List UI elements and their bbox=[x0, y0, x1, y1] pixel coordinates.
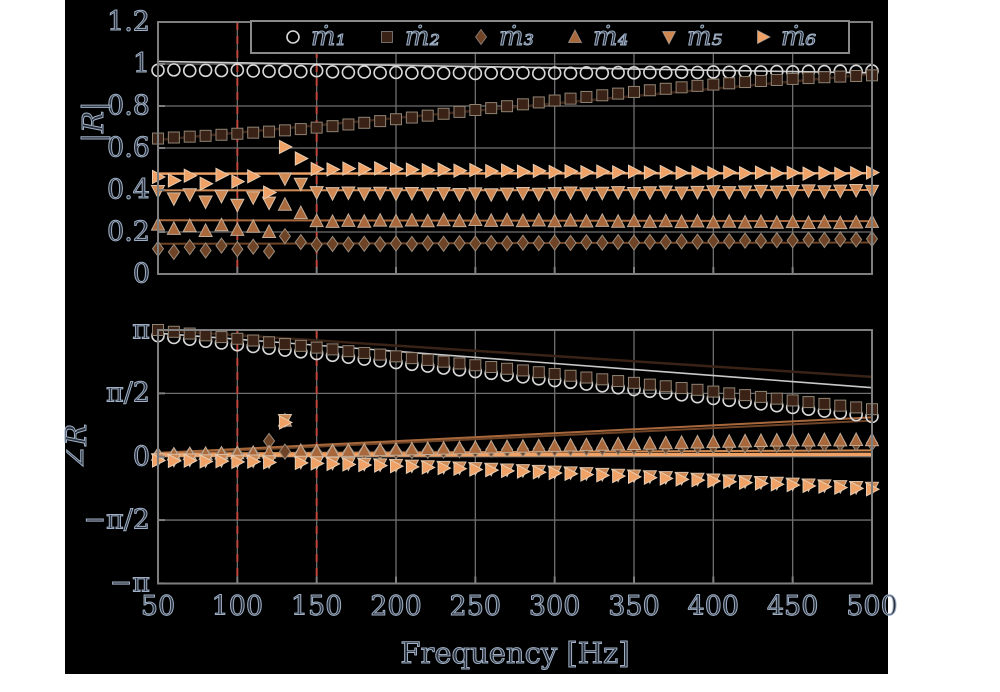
legend-label: ṁ₆ bbox=[780, 22, 816, 52]
square-marker-icon bbox=[380, 31, 393, 43]
triangle-up-marker-icon bbox=[567, 28, 583, 43]
legend-item-m4: ṁ₄ bbox=[566, 22, 629, 52]
legend-item-m2: ṁ₂ bbox=[378, 22, 441, 52]
circle-marker-icon bbox=[286, 30, 300, 44]
legend-label: ṁ₃ bbox=[498, 22, 534, 52]
legend-label: ṁ₂ bbox=[404, 22, 440, 52]
legend: ṁ₁ ṁ₂ ṁ₃ ṁ₄ ṁ₅ ṁ₆ bbox=[250, 20, 850, 54]
legend-item-m3: ṁ₃ bbox=[472, 22, 535, 52]
bottom-y-axis-label: ∠R bbox=[59, 423, 94, 471]
x-axis-label: Frequency [Hz] bbox=[400, 636, 630, 671]
triangle-down-marker-icon bbox=[661, 31, 677, 46]
legend-label: ṁ₅ bbox=[686, 22, 722, 52]
legend-item-m5: ṁ₅ bbox=[660, 22, 723, 52]
legend-item-m6: ṁ₆ bbox=[754, 22, 817, 52]
triangle-right-marker-icon bbox=[756, 29, 772, 45]
legend-item-m1: ṁ₁ bbox=[284, 22, 347, 52]
legend-label: ṁ₄ bbox=[592, 22, 628, 52]
legend-label: ṁ₁ bbox=[310, 22, 346, 52]
top-y-axis-label: |R| bbox=[76, 101, 111, 143]
diamond-marker-icon bbox=[474, 28, 488, 46]
